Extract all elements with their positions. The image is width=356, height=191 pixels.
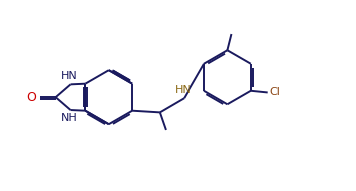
Text: Cl: Cl bbox=[269, 87, 280, 97]
Text: O: O bbox=[27, 91, 36, 104]
Text: HN: HN bbox=[175, 86, 192, 96]
Text: NH: NH bbox=[61, 113, 77, 123]
Text: HN: HN bbox=[61, 71, 77, 81]
